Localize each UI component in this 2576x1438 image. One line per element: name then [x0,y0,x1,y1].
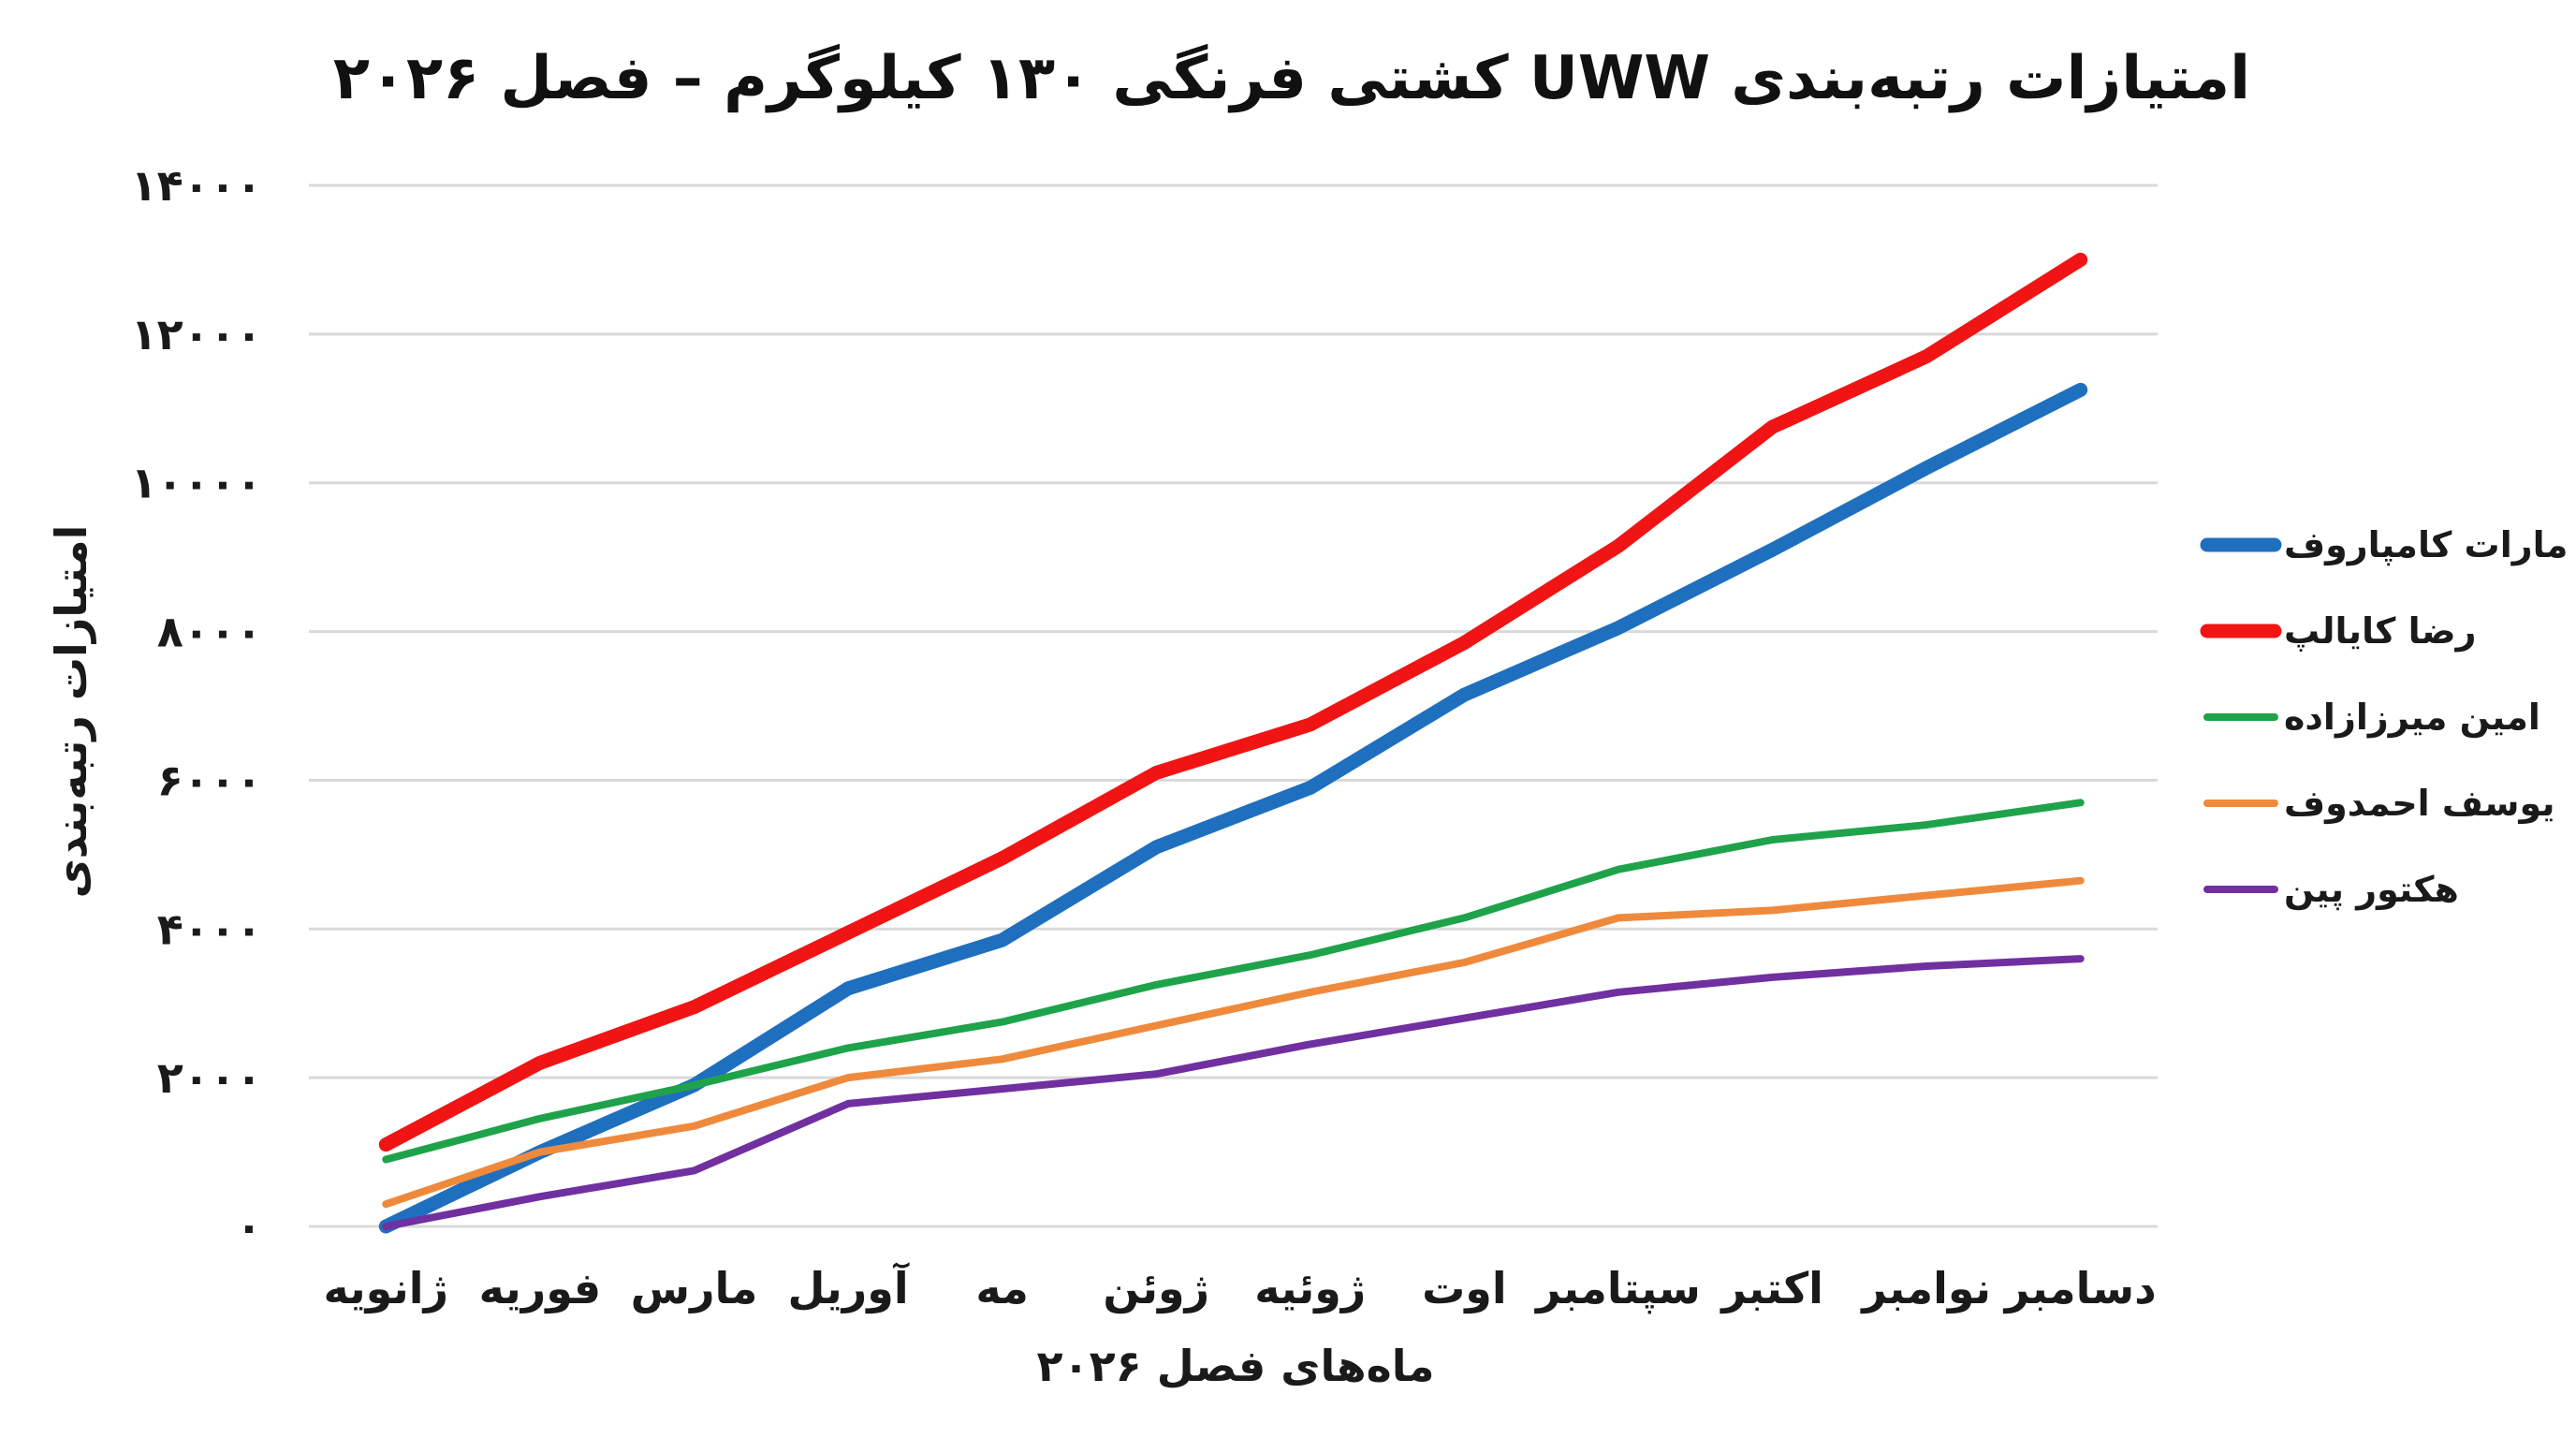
x-tick-label: سپتامبر [1534,1263,1701,1314]
y-axis-ticks: ۰ ۲۰۰۰ ۴۰۰۰ ۶۰۰۰ ۸۰۰۰ ۱۰۰۰۰ ۱۲۰۰۰ ۱۴۰۰۰ [131,160,262,1252]
x-tick-label: آوریل [787,1262,909,1313]
legend-label: هکتور پین [2284,869,2459,910]
series-line-4 [382,955,2085,1230]
legend-label: امین میرزازاده [2284,697,2540,738]
y-tick-label: ۰ [236,1201,262,1252]
chart-title: امتیازات رتبه‌بندی UWW کشتی فرنگی ۱۳۰ کی… [333,43,2250,113]
y-tick-label: ۱۲۰۰۰ [131,309,262,360]
y-tick-label: ۱۰۰۰۰ [131,458,262,508]
legend-label: یوسف احمدوف [2284,783,2555,825]
x-tick-label: ژوئیه [1254,1263,1366,1313]
y-tick-label: ۶۰۰۰ [157,755,262,805]
series-line-0 [378,382,2088,1234]
x-tick-label: مه [975,1263,1028,1313]
series-line-1 [378,252,2088,1152]
x-tick-label: ژانویه [324,1263,449,1313]
x-tick-label: اکتبر [1720,1263,1823,1313]
series-line-2 [382,799,2085,1164]
x-tick-label: اوت [1422,1263,1507,1313]
legend: مارات کامپاروف رضا کایالپ امین میرزازاده یو… [2200,524,2568,910]
series-line-3 [382,876,2085,1209]
x-tick-label: ژوئن [1103,1263,1209,1313]
x-tick-label: دسامبر [2003,1263,2157,1313]
x-axis-label: ماه‌های فصل ۲۰۲۶ [1036,1341,1434,1391]
x-axis-ticks: ژانویه فوریه مارس آوریل مه ژوئن ژوئیه اوت سپتامب… [324,1262,2157,1314]
y-tick-label: ۸۰۰۰ [157,607,262,657]
y-axis-label: امتیازات رتبه‌بندی [46,525,96,899]
y-tick-label: ۴۰۰۰ [157,903,262,954]
series-lines [378,252,2088,1234]
x-tick-label: مارس [631,1263,758,1313]
y-tick-label: ۱۴۰۰۰ [131,160,262,211]
x-tick-label: فوریه [479,1263,602,1313]
x-tick-label: نوامبر [1860,1263,1991,1313]
y-tick-label: ۲۰۰۰ [157,1052,262,1103]
legend-label: مارات کامپاروف [2284,524,2568,566]
gridlines [309,183,2158,1228]
legend-label: رضا کایالپ [2284,610,2477,652]
